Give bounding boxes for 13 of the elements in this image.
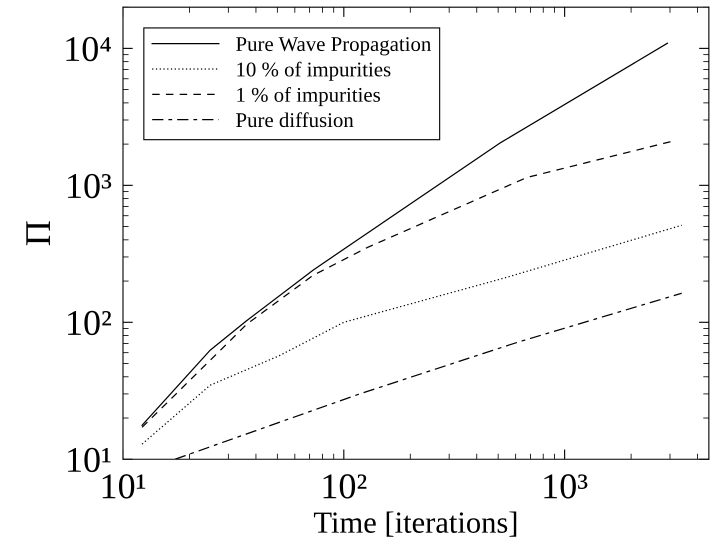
y-tick-label: 10³ (68, 174, 112, 198)
y-axis-title: Π (26, 221, 50, 246)
y-tick-label: 10² (68, 310, 112, 336)
legend-label: 10 % of impurities (237, 62, 390, 81)
x-tick-label: 10¹ (102, 474, 146, 499)
y-tick-label: 10¹ (68, 448, 111, 472)
x-tick-label: 10³ (544, 474, 588, 499)
legend-label: Pure diffusion (236, 112, 354, 128)
legend-label: Pure Wave Propagation (236, 37, 432, 56)
x-tick-label: 10² (324, 474, 366, 499)
legend-label: 1 % of impurities (237, 87, 380, 106)
y-tick-label: 10⁴ (66, 36, 111, 62)
x-axis-title: Time [iterations] (314, 511, 516, 537)
